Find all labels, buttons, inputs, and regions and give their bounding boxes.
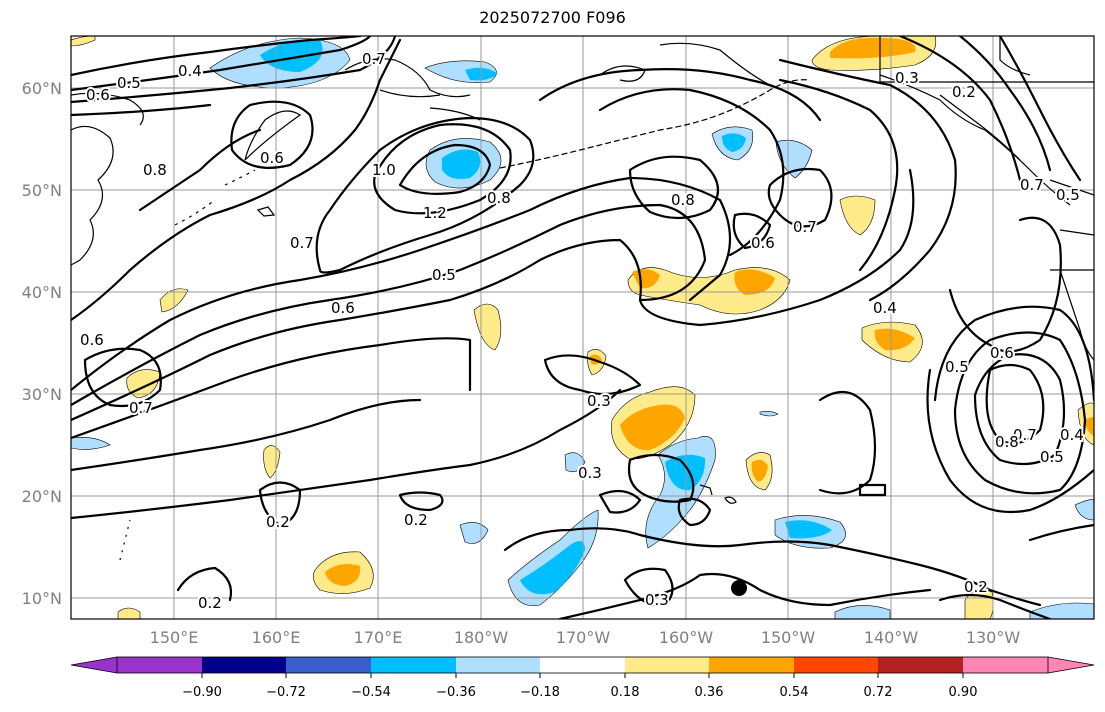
contour-label: 0.8 <box>143 161 167 179</box>
contour-label: 0.5 <box>432 266 456 284</box>
colorbar-tick-label: 0.54 <box>780 685 809 700</box>
contour-label: 0.2 <box>266 513 290 531</box>
colorbar-segment <box>456 657 540 673</box>
colorbar-segment <box>286 657 371 673</box>
contour-label: 0.8 <box>995 433 1019 451</box>
contour-label: 0.7 <box>362 50 386 68</box>
colorbar-tick-label: −0.72 <box>266 685 306 700</box>
contour-label: 0.6 <box>80 331 104 349</box>
contour-label: 0.4 <box>178 62 202 80</box>
contour-label: 1.2 <box>423 204 447 222</box>
lon-label: 130°W <box>966 628 1021 647</box>
contour-label: 0.2 <box>964 578 988 596</box>
contour-label: 0.3 <box>895 69 919 87</box>
lon-label: 170°W <box>556 628 611 647</box>
lat-label: 60°N <box>22 79 62 98</box>
colorbar-segment <box>371 657 456 673</box>
contour-label: 0.8 <box>671 191 695 209</box>
contour-label: 0.3 <box>645 591 669 609</box>
colorbar: −0.90 −0.72 −0.54 −0.36 −0.18 0.18 0.36 0.54 0.7… <box>70 656 1095 700</box>
contour-label: 0.3 <box>587 392 611 410</box>
longitude-labels: 150°E 160°E 170°E 180°W 170°W 160°W 150°… <box>150 628 1021 647</box>
colorbar-segment <box>625 657 709 673</box>
colorbar-segment <box>202 657 286 673</box>
colorbar-segment <box>878 657 963 673</box>
colorbar-tick-label: 0.72 <box>864 685 893 700</box>
contour-label: 0.4 <box>1060 426 1084 444</box>
lat-label: 20°N <box>22 487 62 506</box>
colorbar-segment <box>963 657 1048 673</box>
contour-label: 0.8 <box>487 189 511 207</box>
contour-label: 0.7 <box>290 234 314 252</box>
lat-label: 10°N <box>22 589 62 608</box>
colorbar-segment <box>540 657 625 673</box>
contours <box>71 36 1094 619</box>
lat-label: 40°N <box>22 283 62 302</box>
colorbar-extend-low <box>71 657 117 673</box>
contour-label: 0.6 <box>260 149 284 167</box>
contour-label: 0.6 <box>990 344 1014 362</box>
lon-label: 140°W <box>864 628 919 647</box>
contour-label: 0.7 <box>1013 426 1037 444</box>
colorbar-tick-label: −0.36 <box>436 685 476 700</box>
contour-labels: 0.4 0.5 0.6 0.7 0.8 0.6 0.7 1.0 1.2 0.8 … <box>78 48 1086 614</box>
contour-label: 0.2 <box>198 594 222 612</box>
contour-label: 0.6 <box>331 299 355 317</box>
map-frame <box>70 35 1095 620</box>
contour-label: 0.5 <box>1056 186 1080 204</box>
contour-label: 0.6 <box>751 234 775 252</box>
lat-label: 30°N <box>22 385 62 404</box>
colorbar-segment <box>794 657 878 673</box>
colorbar-segment <box>709 657 794 673</box>
contour-label: 0.2 <box>404 511 428 529</box>
contour-label: 0.2 <box>952 83 976 101</box>
colorbar-segment <box>117 657 202 673</box>
contour-label: 0.7 <box>1020 176 1044 194</box>
colorbar-tick-label: 0.36 <box>695 685 724 700</box>
colorbar-tick-label: 0.18 <box>611 685 640 700</box>
lat-label: 50°N <box>22 181 62 200</box>
colorbar-extend-high <box>1048 657 1094 673</box>
lon-label: 160°W <box>659 628 714 647</box>
lon-label: 150°E <box>150 628 199 647</box>
contour-label: 1.0 <box>372 161 396 179</box>
contour-label: 0.5 <box>1040 448 1064 466</box>
storm-center-marker <box>731 580 747 596</box>
contour-label: 0.5 <box>117 74 141 92</box>
colorbar-tick-label: −0.18 <box>520 685 560 700</box>
lon-label: 160°E <box>252 628 301 647</box>
lon-label: 170°E <box>354 628 403 647</box>
contour-label: 0.3 <box>578 464 602 482</box>
latitude-labels: 60°N 50°N 40°N 30°N 20°N 10°N <box>22 79 62 608</box>
lon-label: 150°W <box>761 628 816 647</box>
colorbar-tick-label: −0.54 <box>351 685 391 700</box>
contour-label: 0.6 <box>86 86 110 104</box>
map-title: 2025072700 F096 <box>479 8 626 27</box>
contour-label: 0.4 <box>873 299 897 317</box>
contour-label: 0.7 <box>129 399 153 417</box>
contour-label: 0.7 <box>793 218 817 236</box>
colorbar-tick-label: −0.90 <box>182 685 222 700</box>
contour-label: 0.5 <box>945 358 969 376</box>
colorbar-tick-label: 0.90 <box>949 685 978 700</box>
lon-label: 180°W <box>454 628 509 647</box>
